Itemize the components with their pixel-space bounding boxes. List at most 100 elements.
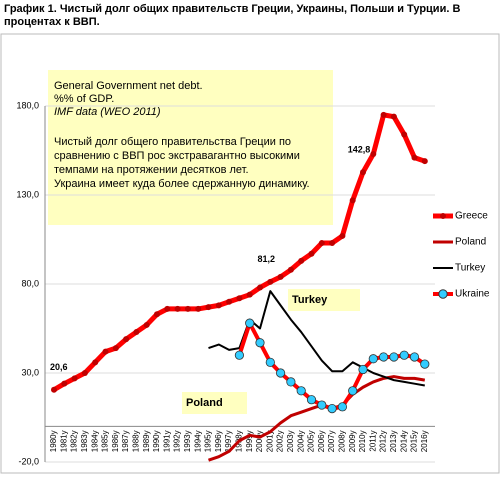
legend-label: Poland	[455, 237, 486, 248]
data-point	[205, 304, 212, 311]
y-tick-label: 130,0	[16, 189, 39, 199]
data-point	[112, 345, 119, 352]
note-text: Чистый долг общего правительства Греции …	[54, 136, 291, 148]
data-point	[389, 352, 399, 362]
legend-label: Turkey	[455, 263, 485, 274]
data-point	[296, 386, 306, 396]
data-point	[102, 348, 109, 355]
x-tick-label: 2006y	[317, 430, 326, 452]
data-point	[164, 305, 171, 312]
value-label: 20,6	[50, 362, 68, 372]
tag-box	[288, 289, 360, 311]
x-tick-label: 1989y	[142, 430, 151, 452]
x-tick-label: 2013y	[389, 430, 398, 452]
data-point	[184, 305, 191, 312]
data-point	[195, 305, 202, 312]
value-label: 81,2	[258, 254, 276, 264]
data-point	[215, 302, 222, 309]
legend-marker	[438, 289, 448, 299]
x-tick-label: 1984y	[90, 430, 99, 452]
y-tick-label: -20,0	[18, 456, 39, 466]
x-tick-label: 1985y	[101, 430, 110, 452]
legend-label: Ukraine	[455, 289, 490, 300]
note-text: Украина имеет куда более сдержанную дина…	[54, 178, 310, 190]
data-point	[236, 295, 243, 302]
data-point	[61, 380, 68, 387]
series-tag: Turkey	[292, 294, 328, 306]
data-point	[133, 329, 140, 336]
data-point	[370, 151, 377, 158]
data-point	[277, 273, 284, 280]
x-tick-label: 2010y	[358, 430, 367, 452]
note-text: темпами на протяжении десятков лет.	[54, 164, 249, 176]
note-text: сравнению с ВВП рос экстравагантно высок…	[54, 150, 300, 162]
x-tick-label: 2005y	[307, 430, 316, 452]
x-tick-label: 1988y	[132, 430, 141, 452]
x-tick-label: 2011y	[368, 430, 377, 451]
data-point	[265, 357, 275, 367]
x-tick-label: 2012y	[379, 430, 388, 452]
data-point	[420, 359, 430, 369]
note-text: General Government net debt.	[54, 80, 203, 92]
data-point	[421, 158, 428, 165]
data-point	[390, 113, 397, 120]
data-point	[245, 318, 255, 328]
x-tick-label: 1997y	[224, 430, 233, 452]
data-point	[329, 240, 336, 247]
data-point	[327, 403, 337, 414]
legend-label: Greece	[455, 211, 488, 222]
x-tick-label: 1990y	[152, 430, 161, 452]
x-tick-label: 2014y	[399, 430, 408, 452]
data-point	[267, 278, 274, 285]
data-point	[257, 284, 263, 291]
data-point	[275, 368, 286, 378]
x-tick-label: 1987y	[121, 430, 130, 452]
data-point	[411, 154, 418, 161]
data-point	[92, 359, 99, 366]
y-tick-label: 80,0	[21, 278, 39, 288]
data-point	[378, 352, 389, 362]
x-tick-label: 1992y	[173, 430, 182, 452]
data-point	[401, 131, 408, 138]
data-point	[298, 257, 305, 264]
x-tick-label: 2002y	[276, 430, 285, 452]
x-tick-label: 1991y	[162, 430, 171, 452]
data-point	[399, 350, 409, 360]
data-point	[339, 232, 346, 239]
data-point	[318, 240, 325, 247]
data-point	[358, 364, 368, 375]
x-tick-label: 1986y	[111, 430, 120, 452]
x-tick-label: 2009y	[348, 430, 357, 452]
data-point	[143, 321, 150, 328]
x-tick-label: 1983y	[80, 430, 89, 452]
legend-marker	[440, 213, 446, 219]
data-point	[71, 375, 78, 382]
data-point	[306, 395, 317, 405]
y-tick-label: 30,0	[21, 367, 39, 377]
data-point	[348, 386, 358, 396]
x-tick-label: 1980y	[49, 430, 58, 452]
note-text: IMF data (WEO 2011)	[54, 106, 161, 118]
x-tick-label: 2003y	[286, 430, 295, 452]
data-point	[349, 197, 356, 204]
value-label: 142,8	[348, 145, 371, 155]
x-tick-label: 2016y	[420, 430, 429, 452]
data-point	[287, 266, 294, 273]
x-tick-label: 2007y	[327, 430, 336, 452]
x-tick-label: 1994y	[193, 430, 202, 452]
x-tick-label: 2001y	[265, 430, 274, 452]
x-tick-label: 1999y	[245, 430, 254, 452]
data-point	[226, 298, 233, 305]
note-text: %% of GDP.	[54, 93, 114, 105]
y-tick-label: 180,0	[16, 100, 39, 110]
x-tick-label: 2004y	[296, 430, 305, 452]
data-point	[255, 338, 265, 348]
data-point	[337, 402, 347, 412]
note-box	[48, 70, 333, 225]
x-tick-label: 1995y	[204, 430, 213, 452]
x-tick-label: 2008y	[338, 430, 347, 452]
data-point	[81, 370, 88, 376]
chart-title: График 1. Чистый долг общих правительств…	[4, 3, 460, 15]
data-point	[234, 350, 244, 360]
